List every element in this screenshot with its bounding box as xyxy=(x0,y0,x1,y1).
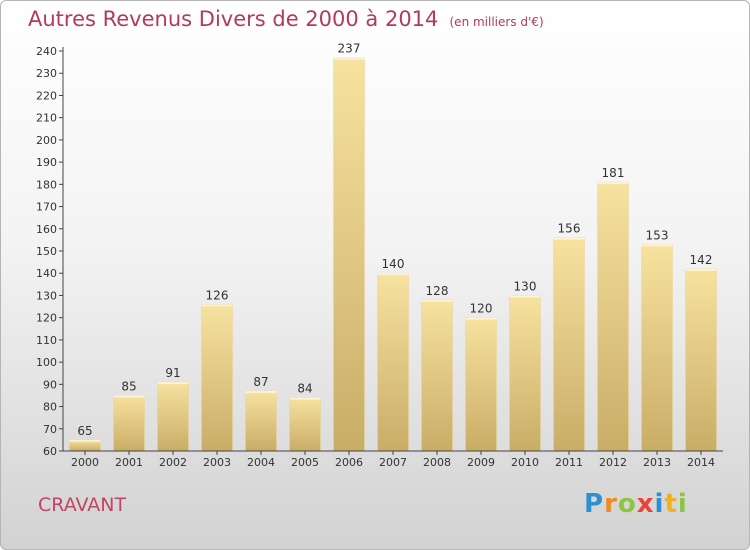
y-tick-label: 160 xyxy=(36,223,57,236)
y-tick-label: 100 xyxy=(36,356,57,369)
y-tick-label: 210 xyxy=(36,112,57,125)
brand-letter: x xyxy=(636,489,655,519)
y-tick-label: 150 xyxy=(36,245,57,258)
y-tick-label: 80 xyxy=(43,401,57,414)
bar xyxy=(597,181,629,452)
y-tick-label: 60 xyxy=(43,445,57,458)
bar-value-label: 181 xyxy=(602,166,625,180)
y-axis: 60 70 80 90 100 110 120 130 140 150 160 170 180 190 20… xyxy=(36,45,64,458)
brand-letter: P xyxy=(584,489,605,519)
bar-highlight xyxy=(465,317,497,320)
brand-logo: Proxiti xyxy=(584,489,688,519)
bar-highlight xyxy=(113,395,145,398)
bar xyxy=(377,272,409,452)
bar-value-label: 140 xyxy=(382,257,405,271)
bar xyxy=(685,268,717,452)
x-tick-label: 2002 xyxy=(159,456,187,469)
bar-highlight xyxy=(69,439,101,442)
bar-highlight xyxy=(289,397,321,400)
bar-highlight xyxy=(597,182,629,185)
bar-highlight xyxy=(641,244,673,247)
bar-highlight xyxy=(333,57,365,60)
bar-value-label: 153 xyxy=(646,228,669,242)
bar-value-label: 128 xyxy=(426,284,449,298)
bar xyxy=(157,381,189,452)
bar xyxy=(465,317,497,452)
y-tick-label: 70 xyxy=(43,423,57,436)
bar-value-label: 84 xyxy=(297,382,312,396)
bars: 65 85 91 126 87 84 237 140 128 120 130 156 181 153 142 xyxy=(69,42,717,452)
x-tick-label: 2013 xyxy=(643,456,671,469)
chart-title: Autres Revenus Divers de 2000 à 2014 xyxy=(28,7,439,31)
bar-highlight xyxy=(157,382,189,385)
y-tick-label: 110 xyxy=(36,334,57,347)
x-tick-label: 2009 xyxy=(467,456,495,469)
bar xyxy=(509,295,541,452)
bar-highlight xyxy=(553,237,585,240)
bar-value-label: 85 xyxy=(121,379,136,393)
place-label: CRAVANT xyxy=(38,494,127,516)
bar-highlight xyxy=(421,299,453,302)
bar-value-label: 237 xyxy=(338,42,361,56)
bar xyxy=(641,244,673,452)
x-tick-label: 2012 xyxy=(599,456,627,469)
x-tick-label: 2005 xyxy=(291,456,319,469)
bar-highlight xyxy=(377,273,409,276)
x-tick-label: 2008 xyxy=(423,456,451,469)
brand-letter: r xyxy=(604,489,618,519)
x-tick-label: 2003 xyxy=(203,456,231,469)
chart-subtitle: (en milliers d'€) xyxy=(449,15,544,29)
x-tick-label: 2001 xyxy=(115,456,143,469)
bar xyxy=(113,395,145,452)
x-tick-label: 2004 xyxy=(247,456,275,469)
bar-value-label: 126 xyxy=(206,288,229,302)
y-tick-label: 220 xyxy=(36,89,57,102)
y-tick-label: 130 xyxy=(36,289,57,302)
y-tick-label: 240 xyxy=(36,45,57,58)
bar-highlight xyxy=(509,295,541,298)
bar xyxy=(421,299,453,452)
bar xyxy=(245,390,277,452)
brand-letter: t xyxy=(664,489,678,519)
bar-value-label: 65 xyxy=(77,424,92,438)
brand-letter: o xyxy=(617,489,637,519)
bar-value-label: 91 xyxy=(165,366,180,380)
bar-value-label: 142 xyxy=(690,253,713,267)
bar-value-label: 87 xyxy=(253,375,268,389)
y-tick-label: 230 xyxy=(36,67,57,80)
x-tick-label: 2006 xyxy=(335,456,363,469)
bar-highlight xyxy=(685,268,717,271)
bar-highlight xyxy=(245,391,277,393)
y-tick-label: 180 xyxy=(36,178,57,191)
x-tick-label: 2010 xyxy=(511,456,539,469)
x-tick-label: 2011 xyxy=(555,456,583,469)
bar xyxy=(333,57,365,452)
x-tick-label: 2000 xyxy=(71,456,99,469)
y-tick-label: 140 xyxy=(36,267,57,280)
y-tick-label: 120 xyxy=(36,312,57,325)
brand-letter: i xyxy=(654,489,665,519)
bar-value-label: 156 xyxy=(558,222,581,236)
title-row: Autres Revenus Divers de 2000 à 2014 (en… xyxy=(28,7,544,31)
bar xyxy=(289,397,321,452)
y-tick-label: 170 xyxy=(36,201,57,214)
bar-highlight xyxy=(201,304,233,307)
bar-value-label: 130 xyxy=(514,279,537,293)
y-tick-label: 200 xyxy=(36,134,57,147)
y-tick-label: 190 xyxy=(36,156,57,169)
x-tick-label: 2014 xyxy=(687,456,715,469)
bar xyxy=(201,304,233,452)
y-tick-label: 90 xyxy=(43,378,57,391)
bar-value-label: 120 xyxy=(470,302,493,316)
x-axis: 2000 2001 2002 2003 2004 2005 2006 2007 2008 2009… xyxy=(63,450,723,469)
brand-letter: i xyxy=(677,489,688,519)
x-tick-label: 2007 xyxy=(379,456,407,469)
bar xyxy=(553,237,585,452)
